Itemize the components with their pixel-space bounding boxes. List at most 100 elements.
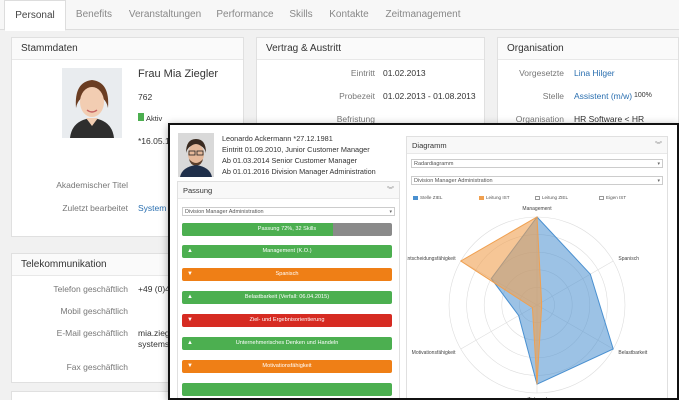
organisation-label: Organisation (515, 114, 564, 124)
chart-profile-select[interactable]: Division Manager Administration ▾ (411, 176, 663, 185)
tab-veranstaltungen[interactable]: Veranstaltungen (128, 9, 202, 20)
diagramm-header[interactable]: Diagramm ︾ (407, 137, 667, 154)
radar-chart: Management Spanisch Belastbarkeit Ziel- und… (407, 206, 648, 400)
vertrag-title: Vertrag & Austritt (257, 38, 484, 60)
legend-eigen-ist[interactable]: Eigen IST (599, 195, 626, 200)
skill-bar-belastbarkeit[interactable]: ▲ Belastbarkeit (Verfall: 06.04.2015) (182, 291, 392, 304)
probezeit-value: 01.02.2013 - 01.08.2013 (383, 91, 476, 101)
skill-bar-label: Belastbarkeit (Verfall: 06.04.2015) (244, 294, 330, 300)
radar-axis-label: Spanisch (618, 256, 639, 262)
thumbs-up-icon: ▲ (187, 340, 193, 346)
akademischer-titel-label: Akademischer Titel (56, 180, 128, 190)
status-indicator (138, 113, 144, 121)
skill-bar-label: Motivationsfähigkeit (262, 363, 312, 369)
radar-axis-label: Belastbarkeit (618, 350, 648, 356)
select-arrow-icon: ▾ (657, 178, 660, 184)
stelle-link[interactable]: Assistent (m/w) (574, 91, 633, 101)
radar-series-leitung-ist (459, 216, 543, 385)
thumbs-down-icon: ▼ (187, 317, 193, 323)
tab-benefits[interactable]: Benefits (75, 9, 113, 20)
legend-leitung-ziel[interactable]: Leitung ZIEL (535, 195, 568, 200)
passung-header[interactable]: Passung ︾ (178, 182, 399, 199)
tab-performance[interactable]: Performance (216, 9, 274, 20)
overlay-header-line-1: Leonardo Ackermann *27.12.1981 (222, 134, 333, 143)
email-value[interactable]: mia.zieg (138, 328, 170, 338)
birth-date: *16.05.1 (138, 136, 170, 146)
skill-bar-ziel-ergebnisorientierung[interactable]: ▼ Ziel- und Ergebnisorientierung (182, 314, 392, 327)
organisation-title: Organisation (498, 38, 678, 60)
stelle-percentage: 100% (634, 92, 652, 99)
select-arrow-icon: ▾ (657, 161, 660, 167)
radar-axis-label: Ziel- und (527, 397, 547, 400)
legend-label: Leitung IST (486, 195, 510, 200)
chart-type-value: Radardiagramm (414, 161, 454, 167)
thumbs-up-icon: ▲ (187, 294, 193, 300)
passung-select-value: Division Manager Administration (185, 209, 264, 215)
radar-axis-label: Management (522, 206, 552, 212)
skill-bar-unternehmerisches-denken[interactable]: ▲ Unternehmerisches Denken und Handeln (182, 337, 392, 350)
vertrag-card: Vertrag & Austritt Eintritt 01.02.2013 P… (256, 37, 485, 127)
avatar (62, 68, 122, 138)
radar-axis-label: Motivationsfähigkeit (412, 350, 457, 356)
passung-select[interactable]: Division Manager Administration ▾ (182, 207, 395, 216)
eintritt-value: 01.02.2013 (383, 68, 426, 78)
overlay-avatar (178, 133, 214, 177)
organisation-value: HR Software < HR (574, 114, 645, 124)
legend-leitung-ist[interactable]: Leitung IST (479, 195, 510, 200)
chevron-down-icon[interactable]: ︾ (655, 142, 662, 149)
thumbs-up-icon: ▲ (187, 248, 193, 254)
employee-number: 762 (138, 92, 153, 102)
befristung-label: Befristung (336, 114, 375, 124)
email-value-domain[interactable]: systems. (138, 339, 172, 349)
legend-stelle-ziel[interactable]: Stelle ZIEL (413, 195, 442, 200)
passung-progress-fill (182, 223, 334, 236)
tab-personal[interactable]: Personal (4, 0, 66, 31)
passung-progress-label: Passung 72%, 32 Skills (257, 226, 317, 232)
zuletzt-bearbeitet-link[interactable]: System (138, 203, 167, 213)
telefon-label: Telefon geschäftlich (53, 284, 128, 294)
mobil-label: Mobil geschäftlich (60, 306, 128, 316)
fax-label: Fax geschäftlich (66, 362, 128, 372)
tab-kontakte[interactable]: Kontakte (329, 9, 369, 20)
chart-type-select[interactable]: Radardiagramm ▾ (411, 159, 663, 168)
overlay-header-line-2: Eintritt 01.09.2010, Junior Customer Man… (222, 145, 370, 154)
employee-name: Frau Mia Ziegler (138, 68, 219, 80)
skill-bar-label: Management (K.O.) (262, 248, 312, 254)
overlay-header-line-4: Ab 01.01.2016 Division Manager Administr… (222, 167, 376, 176)
vorgesetzte-link[interactable]: Lina Hilger (574, 68, 615, 78)
thumbs-down-icon: ▼ (187, 271, 193, 277)
select-arrow-icon: ▾ (389, 209, 392, 215)
passung-title: Passung (183, 186, 213, 195)
status-badge: Aktiv (146, 114, 163, 123)
legend-label: Stelle ZIEL (420, 195, 443, 200)
stammdaten-title: Stammdaten (12, 38, 243, 60)
skill-bar-label: Ziel- und Ergebnisorientierung (249, 317, 325, 323)
skill-bar-motivationsfaehigkeit[interactable]: ▼ Motivationsfähigkeit (182, 360, 392, 373)
radar-axis-label: Entscheidungsfähigkeit (407, 256, 456, 262)
skill-bar-label: Spanisch (275, 271, 299, 277)
skill-match-window: Leonardo Ackermann *27.12.1981 Eintritt … (168, 123, 679, 400)
skill-bar-management[interactable]: ▲ Management (K.O.) (182, 245, 392, 258)
chart-profile-value: Division Manager Administration (414, 178, 493, 184)
thumbs-down-icon: ▼ (187, 363, 193, 369)
skill-bar-spanisch[interactable]: ▼ Spanisch (182, 268, 392, 281)
email-label: E-Mail geschäftlich (56, 328, 128, 338)
overlay-header-line-3: Ab 01.03.2014 Senior Customer Manager (222, 156, 358, 165)
stelle-label: Stelle (542, 91, 564, 101)
chevron-down-icon[interactable]: ︾ (387, 187, 394, 194)
tab-zeitmanagement[interactable]: Zeitmanagement (385, 9, 461, 20)
eintritt-label: Eintritt (350, 68, 375, 78)
legend-label: Leitung ZIEL (542, 195, 569, 200)
skill-bar-partial[interactable] (182, 383, 392, 396)
passung-progress-bar: Passung 72%, 32 Skills (182, 223, 392, 236)
legend-label: Eigen IST (606, 195, 627, 200)
probezeit-label: Probezeit (339, 91, 375, 101)
skill-bar-label: Unternehmerisches Denken und Handeln (235, 340, 339, 346)
passung-panel: Passung ︾ Division Manager Administratio… (177, 181, 400, 398)
zuletzt-bearbeitet-label: Zuletzt bearbeitet (62, 203, 128, 213)
telefon-value: +49 (0)4 (138, 284, 170, 294)
organisation-card: Organisation Vorgesetzte Lina Hilger Ste… (497, 37, 679, 127)
diagramm-title: Diagramm (412, 141, 447, 150)
vorgesetzte-label: Vorgesetzte (519, 68, 564, 78)
tab-skills[interactable]: Skills (289, 9, 313, 20)
